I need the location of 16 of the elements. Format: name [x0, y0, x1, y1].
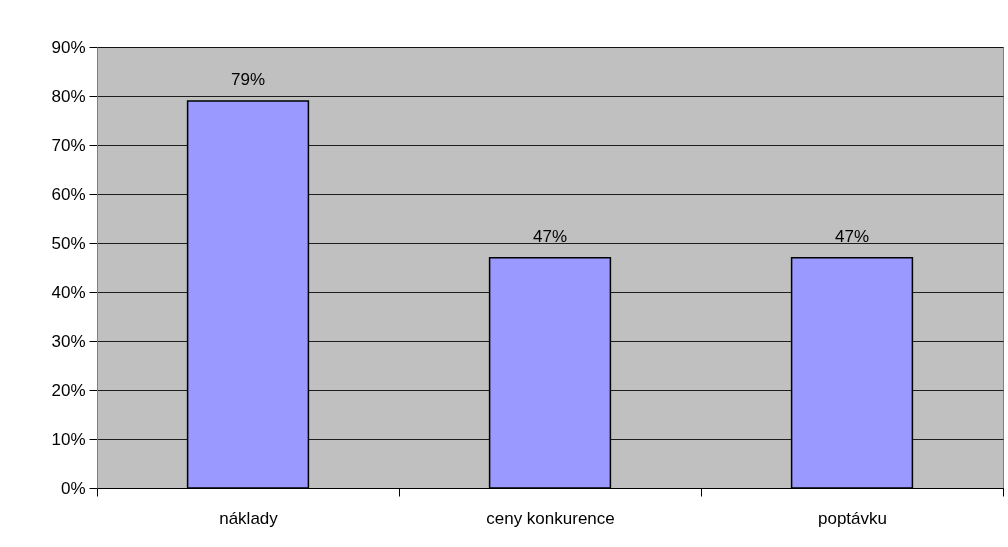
data-label: 47%: [834, 226, 870, 246]
x-tick-label: náklady: [219, 508, 279, 528]
y-tick-label: 70%: [51, 135, 86, 155]
data-label: 79%: [230, 69, 266, 89]
y-tick-label: 40%: [51, 282, 86, 302]
y-tick-label: 50%: [51, 233, 86, 253]
y-tick-label: 30%: [51, 331, 86, 351]
y-tick-label: 10%: [51, 429, 86, 449]
x-tick-label: poptávku: [818, 508, 887, 528]
y-tick-label: 90%: [51, 37, 86, 57]
data-label: 47%: [532, 226, 568, 246]
x-tick-label: ceny konkurence: [486, 508, 615, 528]
y-tick-label: 0%: [60, 478, 86, 498]
y-tick-label: 60%: [51, 184, 86, 204]
y-tick-label: 80%: [51, 86, 86, 106]
y-tick-label: 20%: [51, 380, 86, 400]
